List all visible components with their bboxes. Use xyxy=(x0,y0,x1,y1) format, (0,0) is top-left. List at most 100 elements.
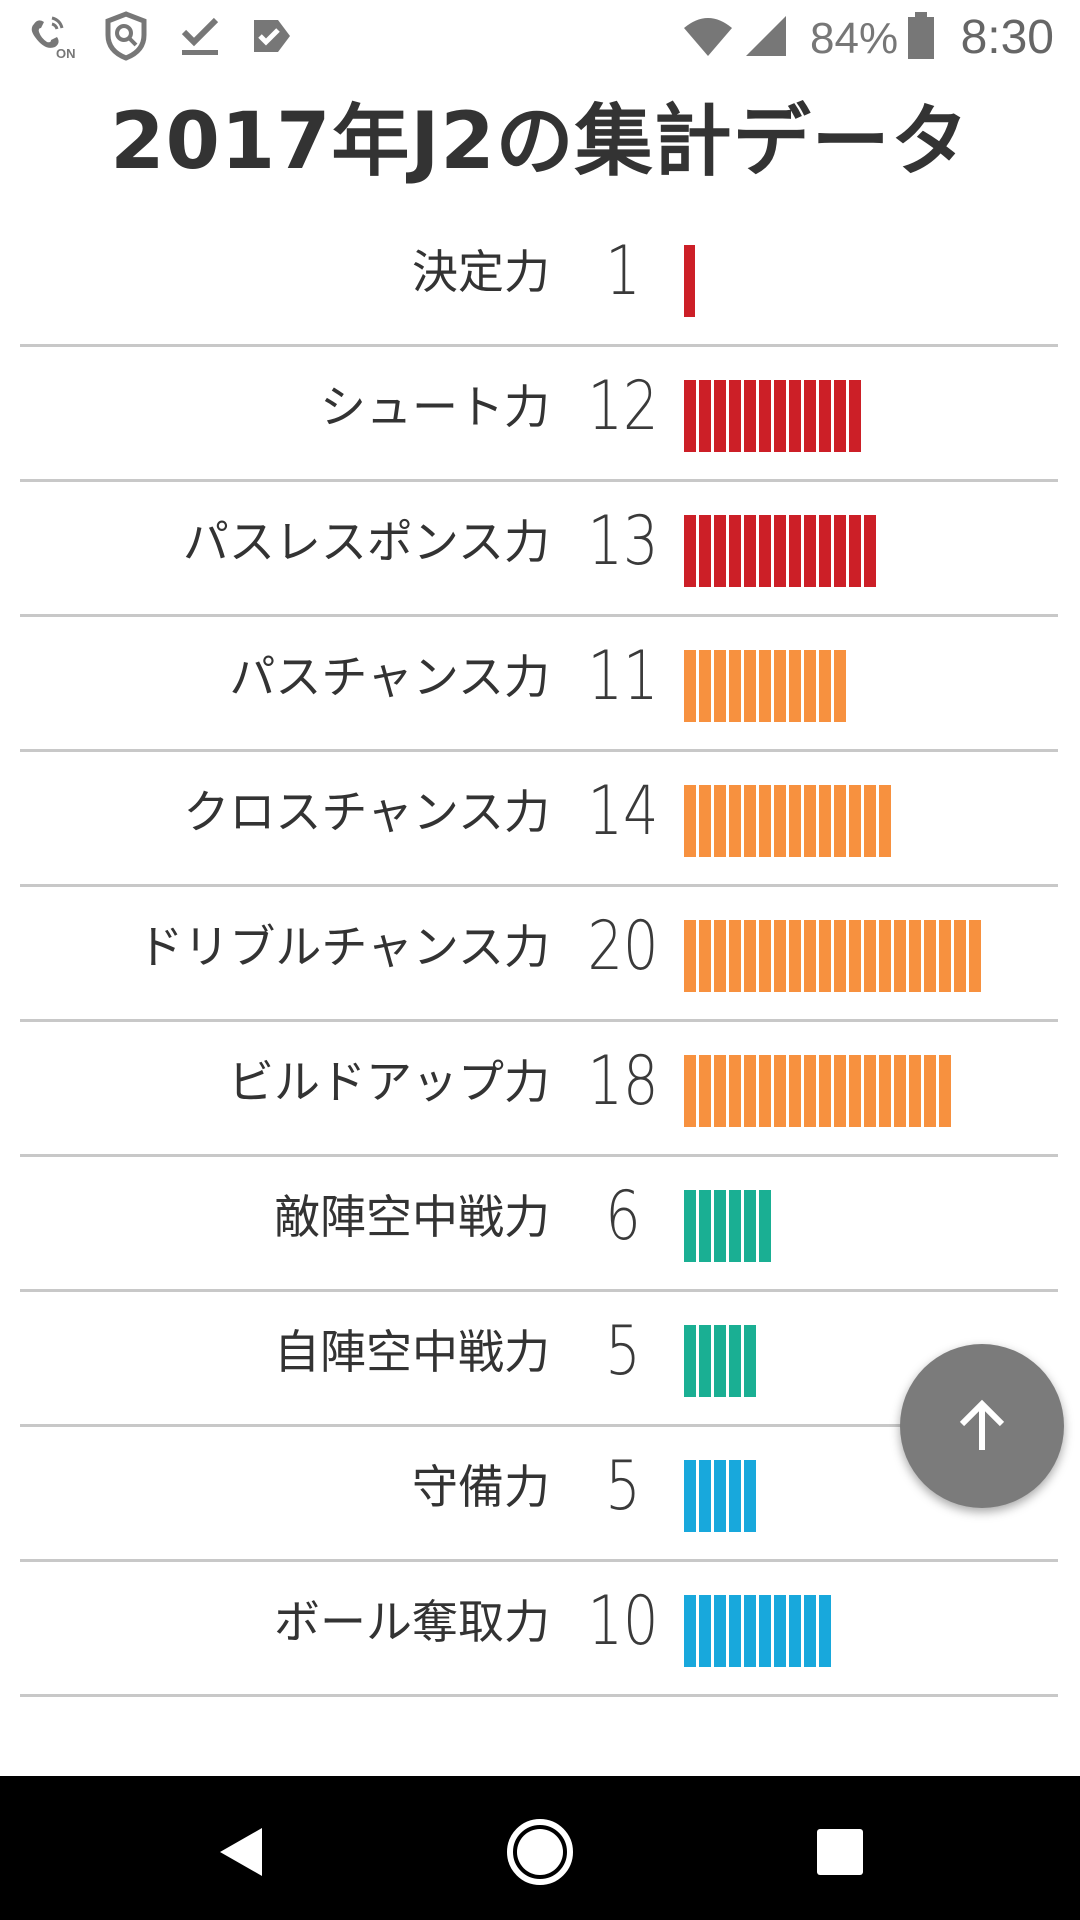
stat-bar xyxy=(684,380,861,452)
bar-segment xyxy=(714,515,726,587)
home-button[interactable] xyxy=(500,1812,580,1892)
bar-segment xyxy=(684,785,696,857)
bar-segment xyxy=(774,1595,786,1667)
bar-segment xyxy=(774,920,786,992)
bar-segment xyxy=(789,920,801,992)
bar-segment xyxy=(759,785,771,857)
bar-segment xyxy=(729,920,741,992)
bar-segment xyxy=(834,920,846,992)
bar-segment xyxy=(759,920,771,992)
bar-segment xyxy=(699,920,711,992)
bar-segment xyxy=(684,1055,696,1127)
bar-segment xyxy=(729,1460,741,1532)
stat-list: 決定力 1 シュート力 12 パスレスポンス力 13 パスチャンス力 11 クロ… xyxy=(20,212,1058,1697)
task-check-icon xyxy=(246,10,298,62)
bar-segment xyxy=(879,785,891,857)
bar-segment xyxy=(729,1325,741,1397)
bar-segment xyxy=(759,515,771,587)
bar-segment xyxy=(774,380,786,452)
bar-segment xyxy=(864,785,876,857)
bar-segment xyxy=(834,785,846,857)
bar-segment xyxy=(819,650,831,722)
bar-segment xyxy=(834,515,846,587)
stat-label: 守備力 xyxy=(412,1460,550,1514)
bar-segment xyxy=(939,1055,951,1127)
bar-segment xyxy=(744,1595,756,1667)
stat-label: ドリブルチャンス力 xyxy=(137,920,550,974)
stat-label: 自陣空中戦力 xyxy=(274,1325,550,1379)
bar-segment xyxy=(849,1055,861,1127)
wifi-calling-on-icon: ON xyxy=(26,10,78,62)
recents-icon xyxy=(817,1829,863,1875)
bar-segment xyxy=(759,1595,771,1667)
bar-segment xyxy=(834,1055,846,1127)
bar-segment xyxy=(879,1055,891,1127)
bar-segment xyxy=(714,1595,726,1667)
bar-segment xyxy=(729,650,741,722)
bar-segment xyxy=(714,920,726,992)
stat-label: パスレスポンス力 xyxy=(182,515,550,569)
bar-segment xyxy=(804,1595,816,1667)
stat-value: 14 xyxy=(587,772,659,851)
stat-label: クロスチャンス力 xyxy=(183,785,550,839)
bar-segment xyxy=(729,1595,741,1667)
stat-bar xyxy=(684,1460,756,1532)
bar-segment xyxy=(789,1055,801,1127)
svg-text:ON: ON xyxy=(56,46,76,61)
stat-row: パスレスポンス力 13 xyxy=(20,482,1058,617)
bar-segment xyxy=(684,1460,696,1532)
download-done-icon xyxy=(174,10,226,62)
bar-segment xyxy=(924,1055,936,1127)
stat-row: クロスチャンス力 14 xyxy=(20,752,1058,887)
stat-row: パスチャンス力 11 xyxy=(20,617,1058,752)
bar-segment xyxy=(909,1055,921,1127)
bar-segment xyxy=(774,1055,786,1127)
bar-segment xyxy=(789,1595,801,1667)
stat-value: 13 xyxy=(587,502,659,581)
back-button[interactable] xyxy=(200,1812,280,1892)
bar-segment xyxy=(759,380,771,452)
bar-segment xyxy=(789,515,801,587)
stat-label: パスチャンス力 xyxy=(229,650,550,704)
bar-segment xyxy=(744,1325,756,1397)
stat-value: 12 xyxy=(587,367,659,446)
bar-segment xyxy=(804,920,816,992)
clock: 8:30 xyxy=(960,11,1054,64)
stat-row: シュート力 12 xyxy=(20,347,1058,482)
stat-bar xyxy=(684,1325,756,1397)
bar-segment xyxy=(894,920,906,992)
bar-segment xyxy=(849,515,861,587)
bar-segment xyxy=(729,515,741,587)
bar-segment xyxy=(774,515,786,587)
bar-segment xyxy=(744,785,756,857)
stat-value: 6 xyxy=(605,1177,641,1256)
stat-row: ビルドアップ力 18 xyxy=(20,1022,1058,1157)
bar-segment xyxy=(729,785,741,857)
home-icon xyxy=(507,1819,573,1885)
bar-segment xyxy=(819,1595,831,1667)
bar-segment xyxy=(684,1595,696,1667)
stat-bar xyxy=(684,920,981,992)
stat-value: 1 xyxy=(605,232,641,311)
bar-segment xyxy=(819,515,831,587)
stat-row: 自陣空中戦力 5 xyxy=(20,1292,1058,1427)
cellular-signal-icon xyxy=(740,10,792,62)
recents-button[interactable] xyxy=(800,1812,880,1892)
bar-segment xyxy=(699,650,711,722)
bar-segment xyxy=(684,920,696,992)
stat-bar xyxy=(684,245,695,317)
page-title: 2017年J2の集計データ xyxy=(110,97,970,187)
scroll-to-top-button[interactable] xyxy=(900,1344,1064,1508)
bar-segment xyxy=(684,1190,696,1262)
bar-segment xyxy=(819,920,831,992)
stat-label: ビルドアップ力 xyxy=(228,1055,550,1109)
bar-segment xyxy=(699,1190,711,1262)
bar-segment xyxy=(699,1325,711,1397)
bar-segment xyxy=(699,1595,711,1667)
bar-segment xyxy=(834,650,846,722)
bar-segment xyxy=(864,515,876,587)
bar-segment xyxy=(849,785,861,857)
bar-segment xyxy=(774,785,786,857)
stat-row: ドリブルチャンス力 20 xyxy=(20,887,1058,1022)
bar-segment xyxy=(744,380,756,452)
